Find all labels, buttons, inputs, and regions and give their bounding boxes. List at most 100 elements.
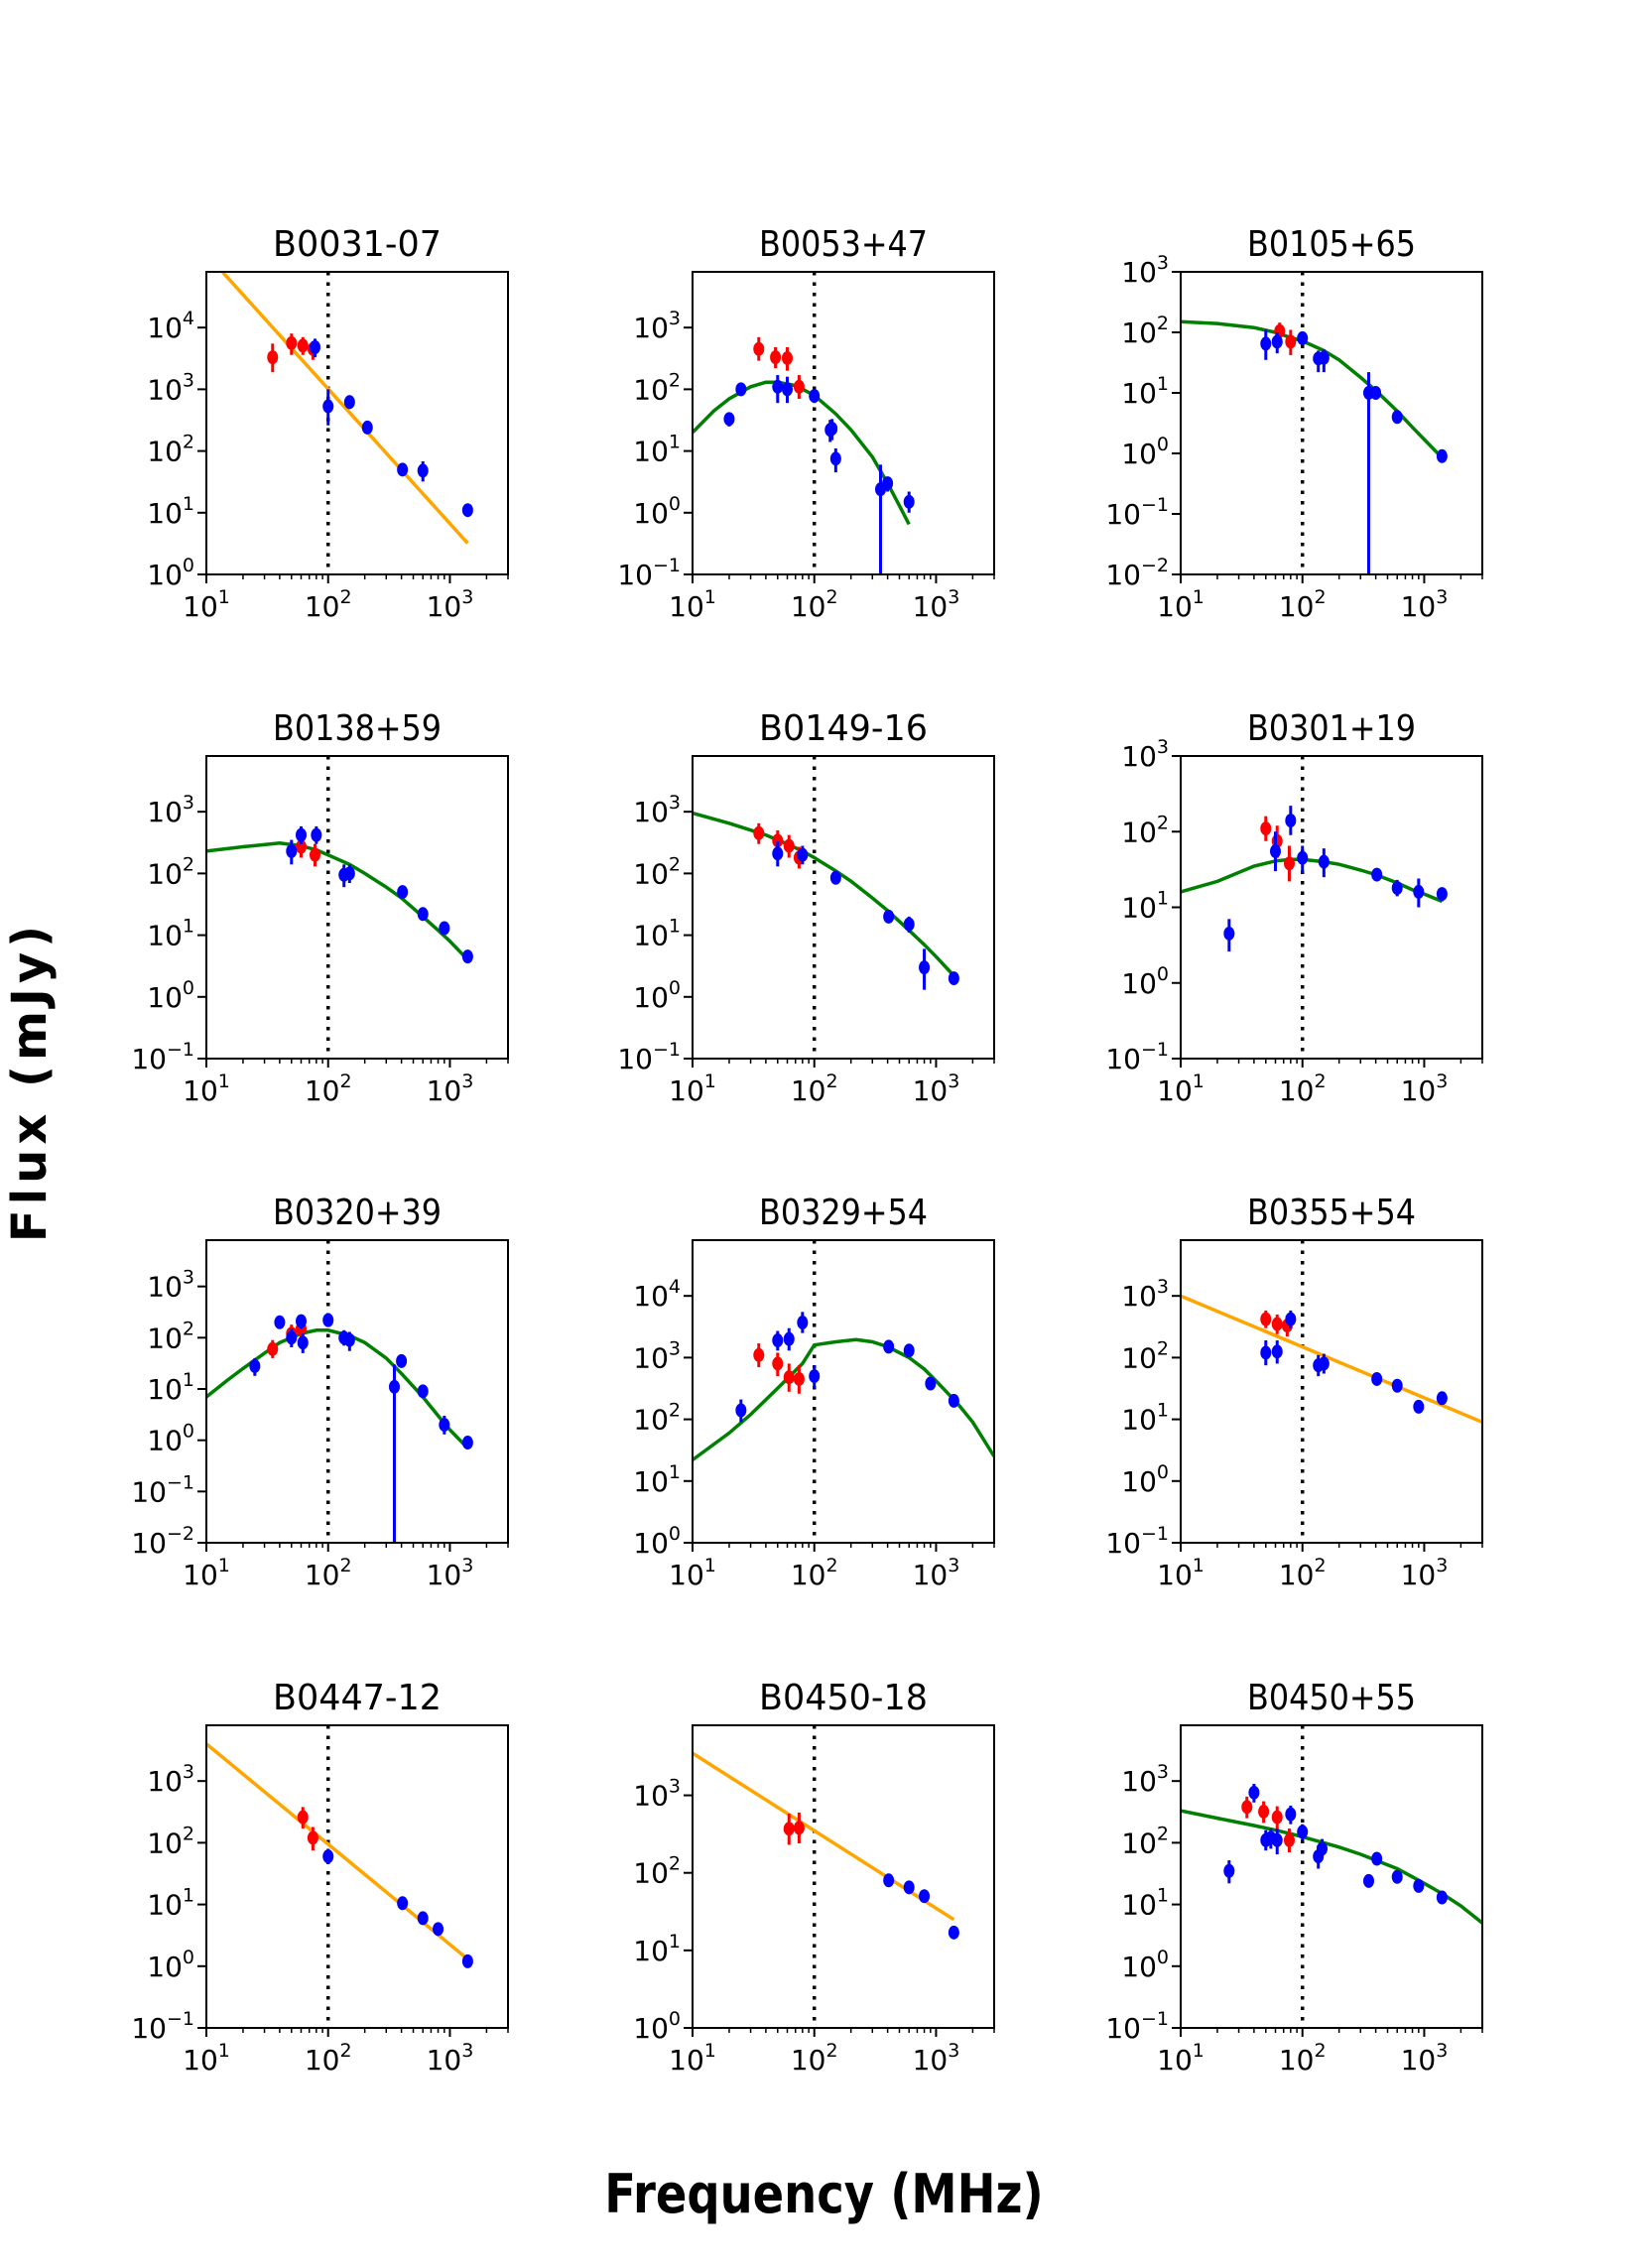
blue-point [1297, 1825, 1309, 1839]
x-tick-label: 101 [183, 2040, 230, 2077]
y-tick-label: 100 [633, 977, 681, 1014]
red-point [1241, 1800, 1253, 1815]
y-tick-label: 101 [147, 1369, 194, 1406]
blue-point [343, 1332, 355, 1347]
fit-line-curved [1181, 1809, 1482, 1925]
blue-point [1413, 1399, 1425, 1414]
x-tick-label: 101 [669, 586, 716, 623]
subplot-title: B0447-12 [273, 1678, 442, 1718]
y-tick-label: 100 [1121, 434, 1169, 470]
blue-point [461, 503, 473, 518]
plot-area [693, 756, 959, 1059]
blue-point [417, 1384, 429, 1399]
red-point [770, 350, 782, 365]
blue-point [1285, 814, 1297, 828]
subplot-title: B0450-18 [759, 1678, 928, 1718]
y-tick-label: 103 [147, 1761, 194, 1798]
blue-point [1370, 386, 1382, 400]
red-point [793, 379, 805, 394]
subplot-title: B0149-16 [759, 708, 928, 749]
blue-point [1371, 867, 1383, 882]
red-point [772, 833, 784, 848]
y-tick-label: 100 [1121, 1947, 1169, 1983]
red-point [1260, 821, 1272, 836]
blue-point [1223, 1863, 1235, 1878]
subplot-B0053+47: B0053+47 101 102 103 10−1 100 101 102 103 [617, 224, 995, 623]
x-tick-label: 102 [305, 586, 352, 623]
y-tick-label: 102 [633, 1853, 681, 1890]
blue-point [1248, 1785, 1260, 1800]
blue-point [461, 1953, 473, 1968]
x-tick-label: 101 [1157, 1555, 1204, 1591]
blue-point [388, 1379, 400, 1394]
blue-point [883, 1339, 895, 1354]
y-tick-label: 10−1 [1105, 494, 1169, 531]
red-point [753, 1347, 765, 1362]
x-tick-label: 103 [913, 586, 960, 623]
y-tick-label: 101 [633, 1461, 681, 1498]
blue-point [322, 399, 334, 414]
y-tick-label: 103 [147, 792, 194, 828]
red-point [793, 1821, 805, 1835]
x-tick-label: 103 [1401, 1555, 1449, 1591]
blue-point [439, 921, 450, 936]
subplot-B0301+19: B0301+19 101 102 103 10−1 100 101 102 103 [1105, 708, 1483, 1107]
blue-point [1391, 1869, 1403, 1884]
subplot-B0447-12: B0447-12 101 102 103 10−1 100 101 102 103 [131, 1678, 509, 2077]
blue-point [396, 1353, 408, 1368]
blue-point [1318, 1356, 1330, 1371]
red-point [783, 1370, 795, 1385]
axes-frame [205, 1724, 509, 2029]
red-point [286, 335, 298, 350]
blue-point [295, 827, 307, 842]
blue-point [1318, 350, 1330, 365]
blue-point [397, 885, 409, 900]
subplot-B0149-16: B0149-16 101 102 103 10−1 100 101 102 103 [617, 708, 995, 1107]
red-point [297, 1810, 309, 1825]
y-tick-label: 100 [147, 1421, 194, 1457]
y-tick-label: 10−2 [131, 1523, 194, 1560]
blue-point [1371, 1371, 1383, 1386]
plot-area [693, 1725, 959, 2028]
y-tick-label: 102 [1121, 812, 1169, 848]
subplot-title: B0450+55 [1247, 1678, 1416, 1718]
red-point [1260, 1312, 1272, 1326]
red-point [793, 1371, 805, 1386]
fit-line-curved [693, 380, 911, 526]
subplot-title: B0320+39 [273, 1193, 442, 1233]
blue-point [772, 379, 784, 394]
blue-point [1260, 1345, 1272, 1360]
plot-area [206, 756, 473, 1059]
blue-point [461, 1436, 473, 1450]
fit-line-power-law [693, 1751, 955, 1922]
blue-point [809, 389, 821, 404]
blue-point [1297, 850, 1309, 865]
plot-area [206, 1725, 473, 2028]
x-tick-label: 103 [427, 1071, 474, 1107]
axes-frame [205, 1239, 509, 1544]
y-tick-label: 103 [633, 792, 681, 828]
y-tick-label: 103 [633, 308, 681, 344]
y-tick-label: 103 [147, 369, 194, 406]
x-tick-label: 101 [1157, 586, 1204, 623]
subplot-title: B0138+59 [273, 708, 442, 749]
blue-point [343, 866, 355, 881]
blue-point [1223, 926, 1235, 941]
blue-point [417, 463, 429, 478]
x-tick-label: 101 [183, 1071, 230, 1107]
red-point [1258, 1804, 1270, 1819]
blue-point [311, 827, 322, 842]
blue-point [919, 960, 931, 975]
blue-point [948, 971, 959, 986]
blue-point [1436, 1391, 1448, 1406]
x-tick-label: 101 [669, 1071, 716, 1107]
y-tick-label: 101 [1121, 1400, 1169, 1437]
y-tick-label: 101 [1121, 1885, 1169, 1922]
x-tick-label: 101 [669, 1555, 716, 1591]
blue-point [903, 1343, 915, 1358]
x-tick-label: 102 [305, 1071, 352, 1107]
blue-point [417, 1911, 429, 1926]
blue-point [1297, 330, 1309, 345]
subplot-title: B0355+54 [1247, 1193, 1416, 1233]
